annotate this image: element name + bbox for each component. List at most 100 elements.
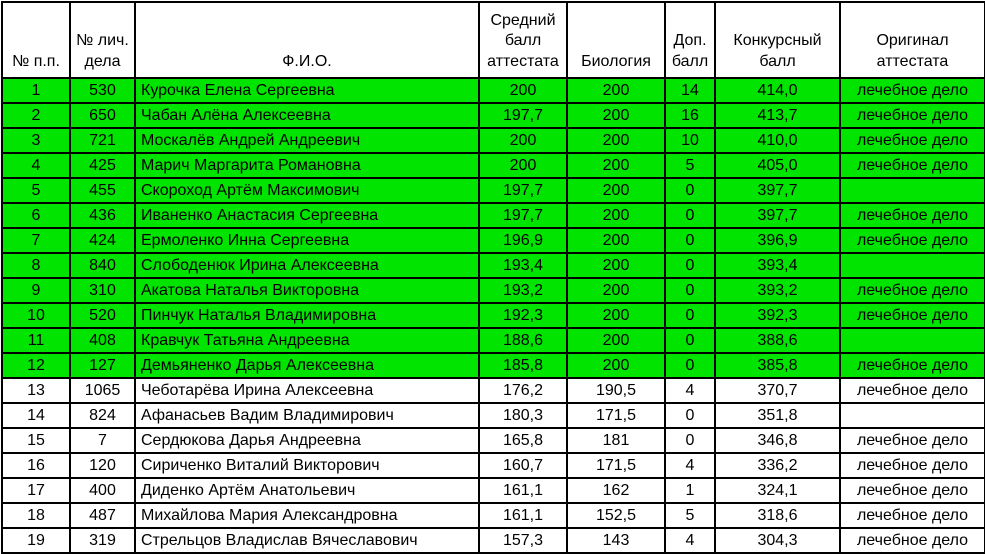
cell-competitive-score: 370,7 [714, 377, 841, 404]
table-row: 4 425 Марич Маргарита Романовна 200 200 … [1, 152, 985, 179]
cell-extra-points: 0 [664, 252, 716, 279]
cell-personal-file-number: 840 [69, 252, 136, 279]
cell-extra-points: 10 [664, 127, 716, 154]
cell-extra-points: 0 [664, 202, 716, 229]
cell-original-certificate [839, 327, 985, 354]
cell-row-number: 3 [1, 127, 71, 154]
cell-certificate-avg: 197,7 [478, 177, 568, 204]
cell-biology-score: 200 [566, 177, 666, 204]
cell-certificate-avg: 200 [478, 152, 568, 179]
cell-certificate-avg: 180,3 [478, 402, 568, 429]
cell-extra-points: 4 [664, 452, 716, 479]
cell-full-name: Чеботарёва Ирина Алексеевна [134, 377, 480, 404]
cell-certificate-avg: 200 [478, 77, 568, 104]
cell-certificate-avg: 165,8 [478, 427, 568, 454]
cell-biology-score: 200 [566, 202, 666, 229]
cell-certificate-avg: 185,8 [478, 352, 568, 379]
table-row: 18 487 Михайлова Мария Александровна 161… [1, 502, 985, 529]
table-row: 3 721 Москалёв Андрей Андреевич 200 200 … [1, 127, 985, 154]
cell-biology-score: 200 [566, 227, 666, 254]
cell-original-certificate: лечебное дело [839, 427, 985, 454]
cell-personal-file-number: 400 [69, 477, 136, 504]
cell-full-name: Афанасьев Вадим Владимирович [134, 402, 480, 429]
cell-certificate-avg: 196,9 [478, 227, 568, 254]
cell-extra-points: 16 [664, 102, 716, 129]
cell-full-name: Ермоленко Инна Сергеевна [134, 227, 480, 254]
cell-competitive-score: 393,4 [714, 252, 841, 279]
cell-competitive-score: 414,0 [714, 77, 841, 104]
cell-certificate-avg: 193,2 [478, 277, 568, 304]
cell-full-name: Стрельцов Владислав Вячеславович [134, 527, 480, 554]
cell-full-name: Сердюкова Дарья Андреевна [134, 427, 480, 454]
column-header-competitive-score: Конкурсный балл [714, 1, 841, 79]
cell-row-number: 9 [1, 277, 71, 304]
cell-biology-score: 190,5 [566, 377, 666, 404]
cell-personal-file-number: 408 [69, 327, 136, 354]
cell-competitive-score: 318,6 [714, 502, 841, 529]
cell-original-certificate: лечебное дело [839, 502, 985, 529]
cell-row-number: 19 [1, 527, 71, 554]
cell-full-name: Слободенюк Ирина Алексеевна [134, 252, 480, 279]
cell-certificate-avg: 197,7 [478, 102, 568, 129]
cell-row-number: 7 [1, 227, 71, 254]
table-row: 7 424 Ермоленко Инна Сергеевна 196,9 200… [1, 227, 985, 254]
cell-certificate-avg: 160,7 [478, 452, 568, 479]
cell-row-number: 12 [1, 352, 71, 379]
table-row: 17 400 Диденко Артём Анатольевич 161,1 1… [1, 477, 985, 504]
header-row: № п.п. № лич. дела Ф.И.О. Средний балл а… [1, 1, 985, 79]
cell-personal-file-number: 310 [69, 277, 136, 304]
cell-biology-score: 200 [566, 77, 666, 104]
cell-row-number: 11 [1, 327, 71, 354]
cell-biology-score: 200 [566, 352, 666, 379]
cell-certificate-avg: 157,3 [478, 527, 568, 554]
cell-row-number: 16 [1, 452, 71, 479]
cell-certificate-avg: 188,6 [478, 327, 568, 354]
cell-full-name: Диденко Артём Анатольевич [134, 477, 480, 504]
cell-personal-file-number: 436 [69, 202, 136, 229]
cell-row-number: 2 [1, 102, 71, 129]
cell-full-name: Москалёв Андрей Андреевич [134, 127, 480, 154]
cell-personal-file-number: 319 [69, 527, 136, 554]
cell-original-certificate: лечебное дело [839, 302, 985, 329]
cell-extra-points: 0 [664, 302, 716, 329]
table-row: 6 436 Иваненко Анастасия Сергеевна 197,7… [1, 202, 985, 229]
cell-biology-score: 171,5 [566, 452, 666, 479]
cell-biology-score: 162 [566, 477, 666, 504]
table-row: 19 319 Стрельцов Владислав Вячеславович … [1, 527, 985, 554]
cell-original-certificate: лечебное дело [839, 352, 985, 379]
cell-full-name: Иваненко Анастасия Сергеевна [134, 202, 480, 229]
cell-competitive-score: 346,8 [714, 427, 841, 454]
cell-competitive-score: 413,7 [714, 102, 841, 129]
table-row: 5 455 Скороход Артём Максимович 197,7 20… [1, 177, 985, 204]
cell-original-certificate: лечебное дело [839, 527, 985, 554]
table-row: 10 520 Пинчук Наталья Владимировна 192,3… [1, 302, 985, 329]
cell-original-certificate: лечебное дело [839, 152, 985, 179]
cell-competitive-score: 410,0 [714, 127, 841, 154]
column-header-extra-points: Доп. балл [664, 1, 716, 79]
cell-competitive-score: 393,2 [714, 277, 841, 304]
cell-row-number: 8 [1, 252, 71, 279]
cell-extra-points: 0 [664, 402, 716, 429]
cell-personal-file-number: 824 [69, 402, 136, 429]
cell-original-certificate: лечебное дело [839, 77, 985, 104]
cell-personal-file-number: 650 [69, 102, 136, 129]
cell-personal-file-number: 120 [69, 452, 136, 479]
cell-full-name: Михайлова Мария Александровна [134, 502, 480, 529]
column-header-biology: Биология [566, 1, 666, 79]
table-row: 15 7 Сердюкова Дарья Андреевна 165,8 181… [1, 427, 985, 454]
cell-row-number: 17 [1, 477, 71, 504]
cell-extra-points: 5 [664, 502, 716, 529]
cell-original-certificate: лечебное дело [839, 127, 985, 154]
cell-biology-score: 200 [566, 102, 666, 129]
cell-extra-points: 0 [664, 427, 716, 454]
cell-row-number: 4 [1, 152, 71, 179]
cell-biology-score: 181 [566, 427, 666, 454]
cell-extra-points: 14 [664, 77, 716, 104]
cell-original-certificate: лечебное дело [839, 202, 985, 229]
column-header-certificate-avg: Средний балл аттестата [478, 1, 568, 79]
table-header: № п.п. № лич. дела Ф.И.О. Средний балл а… [1, 1, 985, 79]
cell-certificate-avg: 161,1 [478, 502, 568, 529]
cell-biology-score: 200 [566, 252, 666, 279]
cell-full-name: Пинчук Наталья Владимировна [134, 302, 480, 329]
